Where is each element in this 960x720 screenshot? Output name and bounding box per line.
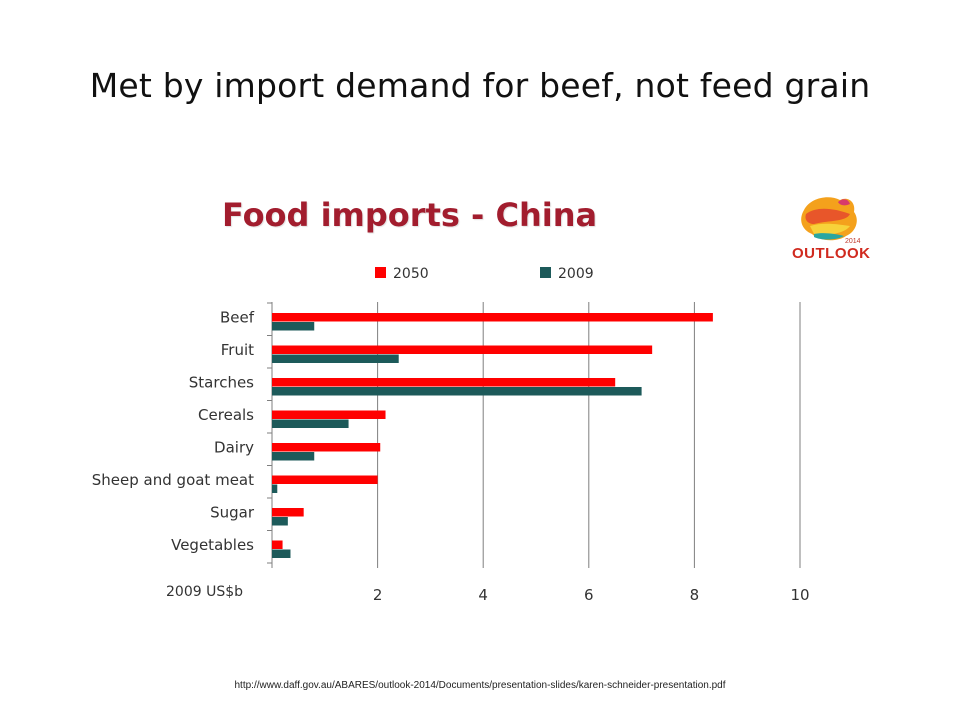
category-label: Sheep and goat meat	[92, 471, 254, 489]
legend-label: 2050	[393, 266, 429, 282]
bar-2009-dairy	[272, 452, 315, 461]
bar-2009-beef	[272, 322, 315, 331]
australia-map-logo-icon	[801, 197, 857, 241]
bar-2050-beef	[272, 313, 713, 322]
bar-2009-fruit	[272, 354, 399, 363]
bar-2050-dairy	[272, 443, 381, 452]
bar-2050-cereals	[272, 410, 386, 419]
legend-swatch	[375, 267, 386, 278]
category-label: Cereals	[198, 406, 254, 424]
x-tick-label: 8	[690, 586, 700, 604]
bar-2009-cereals	[272, 419, 349, 428]
bar-2050-vegetables	[272, 540, 283, 549]
bar-2050-fruit	[272, 345, 653, 354]
x-tick-label: 2	[373, 586, 383, 604]
logo-text: OUTLOOK	[792, 245, 871, 262]
source-url: http://www.daff.gov.au/ABARES/outlook-20…	[234, 680, 726, 691]
category-label: Vegetables	[171, 536, 254, 554]
category-label: Fruit	[221, 341, 254, 359]
bar-2050-sugar	[272, 508, 304, 517]
category-label: Beef	[220, 309, 255, 327]
category-label: Dairy	[214, 439, 254, 457]
bar-2009-vegetables	[272, 549, 291, 558]
bar-2009-sugar	[272, 517, 288, 526]
x-tick-label: 10	[790, 586, 809, 604]
legend-swatch	[540, 267, 551, 278]
chart-title: Food imports - China	[222, 196, 598, 234]
bar-2050-sheep-and-goat-meat	[272, 475, 378, 484]
bar-2050-starches	[272, 378, 616, 387]
bar-2009-sheep-and-goat-meat	[272, 484, 278, 493]
slide-title: Met by import demand for beef, not feed …	[89, 66, 871, 105]
x-tick-label: 4	[478, 586, 488, 604]
x-axis-label: 2009 US$b	[166, 584, 243, 600]
category-label: Starches	[189, 374, 254, 392]
bar-2009-starches	[272, 387, 642, 396]
x-tick-label: 6	[584, 586, 594, 604]
category-label: Sugar	[210, 504, 255, 522]
logo-year: 2014	[845, 238, 861, 245]
legend-label: 2009	[558, 266, 594, 282]
